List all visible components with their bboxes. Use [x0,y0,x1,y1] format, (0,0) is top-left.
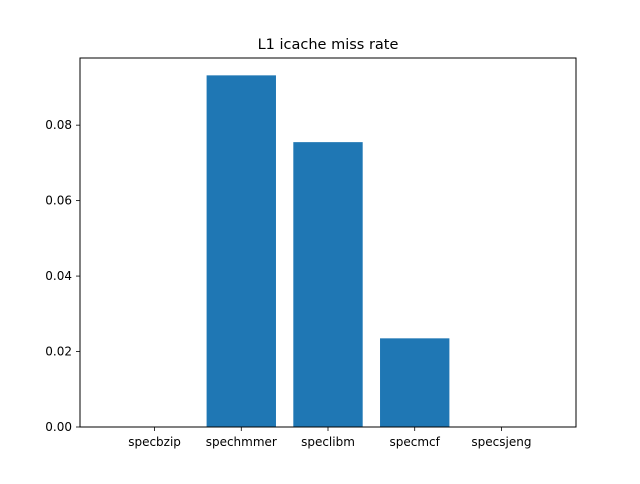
y-tick-label: 0.08 [45,118,72,132]
bar-spechmmer [206,75,276,427]
chart-title: L1 icache miss rate [258,37,399,53]
y-tick-label: 0.00 [45,420,72,434]
x-tick-label: spechmmer [206,435,277,449]
x-tick-label: specsjeng [471,435,531,449]
bar-speclibm [293,142,363,427]
y-tick-label: 0.06 [45,194,72,208]
plot-frame [79,57,577,428]
x-tick-label: speclibm [301,435,355,449]
x-tick-label: specmcf [390,435,441,449]
y-tick-label: 0.04 [45,269,72,283]
x-tick-label: specbzip [128,435,181,449]
y-tick-label: 0.02 [45,345,72,359]
x-axis: specbzip spechmmer speclibm specmcf specsjen… [128,427,531,449]
bars-group [206,75,450,427]
y-axis: 0.00 0.02 0.04 0.06 0.08 [45,118,80,434]
bar-specmcf [380,338,450,427]
